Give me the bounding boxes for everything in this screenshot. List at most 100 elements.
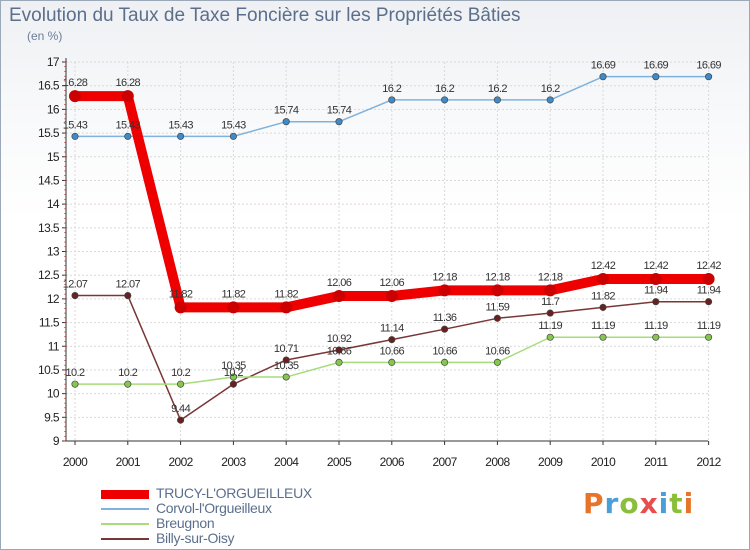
x-tick-label: 2000 xyxy=(63,455,88,469)
data-point xyxy=(388,336,396,344)
data-label: 10.2 xyxy=(224,367,243,379)
data-label: 10.66 xyxy=(327,345,352,357)
data-label: 11.82 xyxy=(274,288,298,300)
data-point xyxy=(493,358,501,366)
data-label: 16.69 xyxy=(591,60,616,72)
y-tick-label: 13 xyxy=(47,245,60,259)
data-point xyxy=(493,314,501,322)
data-point xyxy=(546,309,554,317)
y-tick-label: 11.5 xyxy=(39,316,60,330)
legend-swatch-trucy xyxy=(101,490,149,499)
data-point xyxy=(335,358,343,366)
data-label: 11.19 xyxy=(644,320,668,332)
legend-label-trucy: TRUCY-L'ORGUEILLEUX xyxy=(156,485,312,501)
y-tick-label: 13.5 xyxy=(38,221,60,235)
y-tick-label: 9 xyxy=(53,434,60,448)
x-tick-label: 2004 xyxy=(274,455,299,469)
y-tick-label: 15 xyxy=(47,150,60,164)
data-label: 10.2 xyxy=(65,367,84,379)
logo-letter: i xyxy=(683,487,695,520)
y-tick-label: 12.5 xyxy=(38,268,60,282)
data-label: 10.66 xyxy=(432,345,457,357)
data-point xyxy=(177,132,185,140)
data-label: 15.74 xyxy=(327,105,352,117)
data-label: 11.94 xyxy=(697,285,721,297)
data-point xyxy=(335,118,343,126)
data-label: 16.2 xyxy=(488,83,507,95)
data-point xyxy=(121,90,134,103)
data-point xyxy=(229,373,237,381)
data-point xyxy=(385,290,398,303)
data-label: 10.92 xyxy=(327,333,352,345)
data-point xyxy=(649,272,662,285)
data-point xyxy=(177,380,185,388)
data-point xyxy=(702,272,715,285)
logo-letter: x xyxy=(639,487,659,520)
data-point xyxy=(438,284,451,297)
data-point xyxy=(544,284,557,297)
data-point xyxy=(652,333,660,341)
data-point xyxy=(705,73,713,81)
data-point xyxy=(599,333,607,341)
data-label: 16.2 xyxy=(382,83,401,95)
data-point xyxy=(493,96,501,104)
data-point xyxy=(71,132,79,140)
data-point xyxy=(177,416,185,424)
data-point xyxy=(282,356,290,364)
data-point xyxy=(227,301,240,314)
data-label: 11.19 xyxy=(591,320,615,332)
data-label: 15.74 xyxy=(274,105,299,117)
x-tick-label: 2006 xyxy=(380,455,405,469)
data-label: 10.2 xyxy=(171,367,190,379)
y-tick-label: 11 xyxy=(48,339,60,353)
data-label: 12.18 xyxy=(538,271,563,283)
data-label: 12.06 xyxy=(327,277,352,289)
x-tick-label: 2001 xyxy=(116,455,141,469)
data-label: 10.66 xyxy=(380,345,405,357)
data-label: 10.66 xyxy=(485,345,510,357)
y-tick-label: 15.5 xyxy=(38,126,60,140)
chart-subtitle: (en %) xyxy=(27,29,63,43)
data-point xyxy=(705,298,713,306)
data-label: 16.2 xyxy=(435,83,454,95)
data-point xyxy=(229,380,237,388)
data-label: 12.07 xyxy=(116,279,141,291)
data-label: 12.42 xyxy=(644,260,669,272)
data-point xyxy=(652,298,660,306)
data-point xyxy=(282,118,290,126)
y-tick-label: 16 xyxy=(47,102,60,116)
data-point xyxy=(441,325,449,333)
data-point xyxy=(597,272,609,285)
data-point xyxy=(546,333,554,341)
data-point xyxy=(333,290,345,303)
data-label: 11.82 xyxy=(591,290,615,302)
data-label: 11.82 xyxy=(169,288,193,300)
data-point xyxy=(124,132,132,140)
data-label: 12.06 xyxy=(380,277,405,289)
logo-letter: t xyxy=(669,487,684,520)
data-label: 11.7 xyxy=(541,296,560,308)
legend-label-corvol: Corvol-l'Orgueilleux xyxy=(156,500,272,516)
y-tick-label: 17 xyxy=(47,55,60,69)
data-label: 10.35 xyxy=(274,360,299,372)
data-point xyxy=(282,373,290,381)
y-tick-label: 16.5 xyxy=(38,79,60,93)
data-point xyxy=(280,301,293,314)
x-tick-label: 2011 xyxy=(644,455,668,469)
data-label: 11.59 xyxy=(486,301,510,313)
data-point xyxy=(124,292,132,300)
data-label: 11.19 xyxy=(697,320,721,332)
logo-letter: r xyxy=(604,487,620,520)
data-label: 11.14 xyxy=(380,323,404,335)
data-label: 10.2 xyxy=(118,367,137,379)
data-point xyxy=(69,90,81,103)
x-tick-label: 2010 xyxy=(591,455,616,469)
data-label: 16.69 xyxy=(696,60,721,72)
data-point xyxy=(335,346,343,354)
logo-letter: o xyxy=(619,487,640,520)
x-tick-label: 2009 xyxy=(538,455,563,469)
data-point xyxy=(71,380,79,388)
data-label: 12.07 xyxy=(63,279,88,291)
y-tick-label: 10.5 xyxy=(38,363,60,377)
